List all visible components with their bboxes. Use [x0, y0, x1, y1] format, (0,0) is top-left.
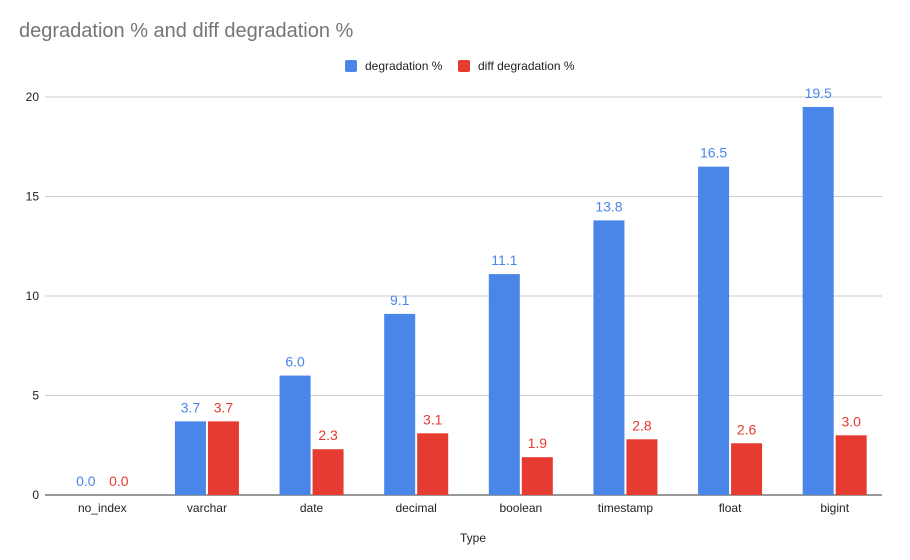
data-label: 2.8 [632, 417, 652, 433]
legend-label: diff degradation % [478, 59, 575, 73]
x-tick-label: no_index [78, 501, 127, 515]
data-label: 6.0 [285, 354, 305, 370]
data-label: 0.0 [109, 473, 129, 489]
data-label: 16.5 [700, 145, 727, 161]
x-tick-label: boolean [499, 501, 542, 515]
data-label: 2.6 [737, 421, 757, 437]
bar-diff-degradation-bigint [835, 435, 867, 495]
data-label: 9.1 [390, 292, 410, 308]
data-label: 1.9 [528, 435, 548, 451]
bar-degradation-decimal [384, 313, 416, 495]
x-tick-label: float [719, 501, 742, 515]
chart-title: degradation % and diff degradation % [19, 20, 354, 42]
y-tick-label: 10 [26, 289, 40, 303]
y-tick-label: 20 [26, 90, 40, 104]
x-tick-label: varchar [187, 501, 227, 515]
data-label: 11.1 [491, 252, 517, 268]
bar-degradation-float [698, 166, 730, 495]
bar-diff-degradation-date [312, 449, 344, 495]
x-tick-label: date [300, 501, 324, 515]
bar-diff-degradation-decimal [417, 433, 449, 495]
bars [174, 106, 867, 495]
data-label: 19.5 [805, 85, 832, 101]
bar-degradation-bigint [802, 106, 834, 495]
bar-degradation-timestamp [593, 220, 625, 495]
data-label: 3.7 [214, 399, 234, 415]
legend-swatch [345, 60, 357, 72]
x-tick-label: decimal [396, 501, 437, 515]
y-tick-label: 5 [32, 389, 39, 403]
bar-diff-degradation-varchar [207, 421, 239, 495]
x-tick-label: bigint [820, 501, 849, 515]
x-axis-tick-labels: no_index varchar date decimal boolean timesta… [78, 501, 850, 515]
x-tick-label: timestamp [598, 501, 654, 515]
bar-degradation-date [279, 375, 311, 495]
legend-swatch [458, 60, 470, 72]
y-tick-label: 0 [32, 488, 39, 502]
x-axis-title: Type [460, 531, 486, 545]
y-tick-label: 15 [26, 190, 40, 204]
data-label: 3.1 [423, 411, 443, 427]
gridlines [45, 96, 882, 396]
bar-diff-degradation-float [731, 443, 763, 495]
data-label: 13.8 [595, 198, 622, 214]
data-labels: 0.0 0.0 3.7 3.7 6.0 2.3 9.1 3.1 11.1 1.9 13.8 2.8 16… [76, 85, 861, 489]
bar-diff-degradation-boolean [521, 457, 553, 495]
legend-label: degradation % [365, 59, 443, 73]
legend: degradation % diff degradation % [345, 59, 575, 73]
bar-diff-degradation-timestamp [626, 439, 658, 495]
bar-degradation-boolean [488, 274, 520, 495]
data-label: 3.0 [841, 413, 861, 429]
data-label: 3.7 [181, 399, 201, 415]
data-label: 0.0 [76, 473, 96, 489]
bar-degradation-varchar [174, 421, 206, 495]
data-label: 2.3 [318, 427, 338, 443]
y-axis-tick-labels: 0 5 10 15 20 [26, 90, 40, 502]
